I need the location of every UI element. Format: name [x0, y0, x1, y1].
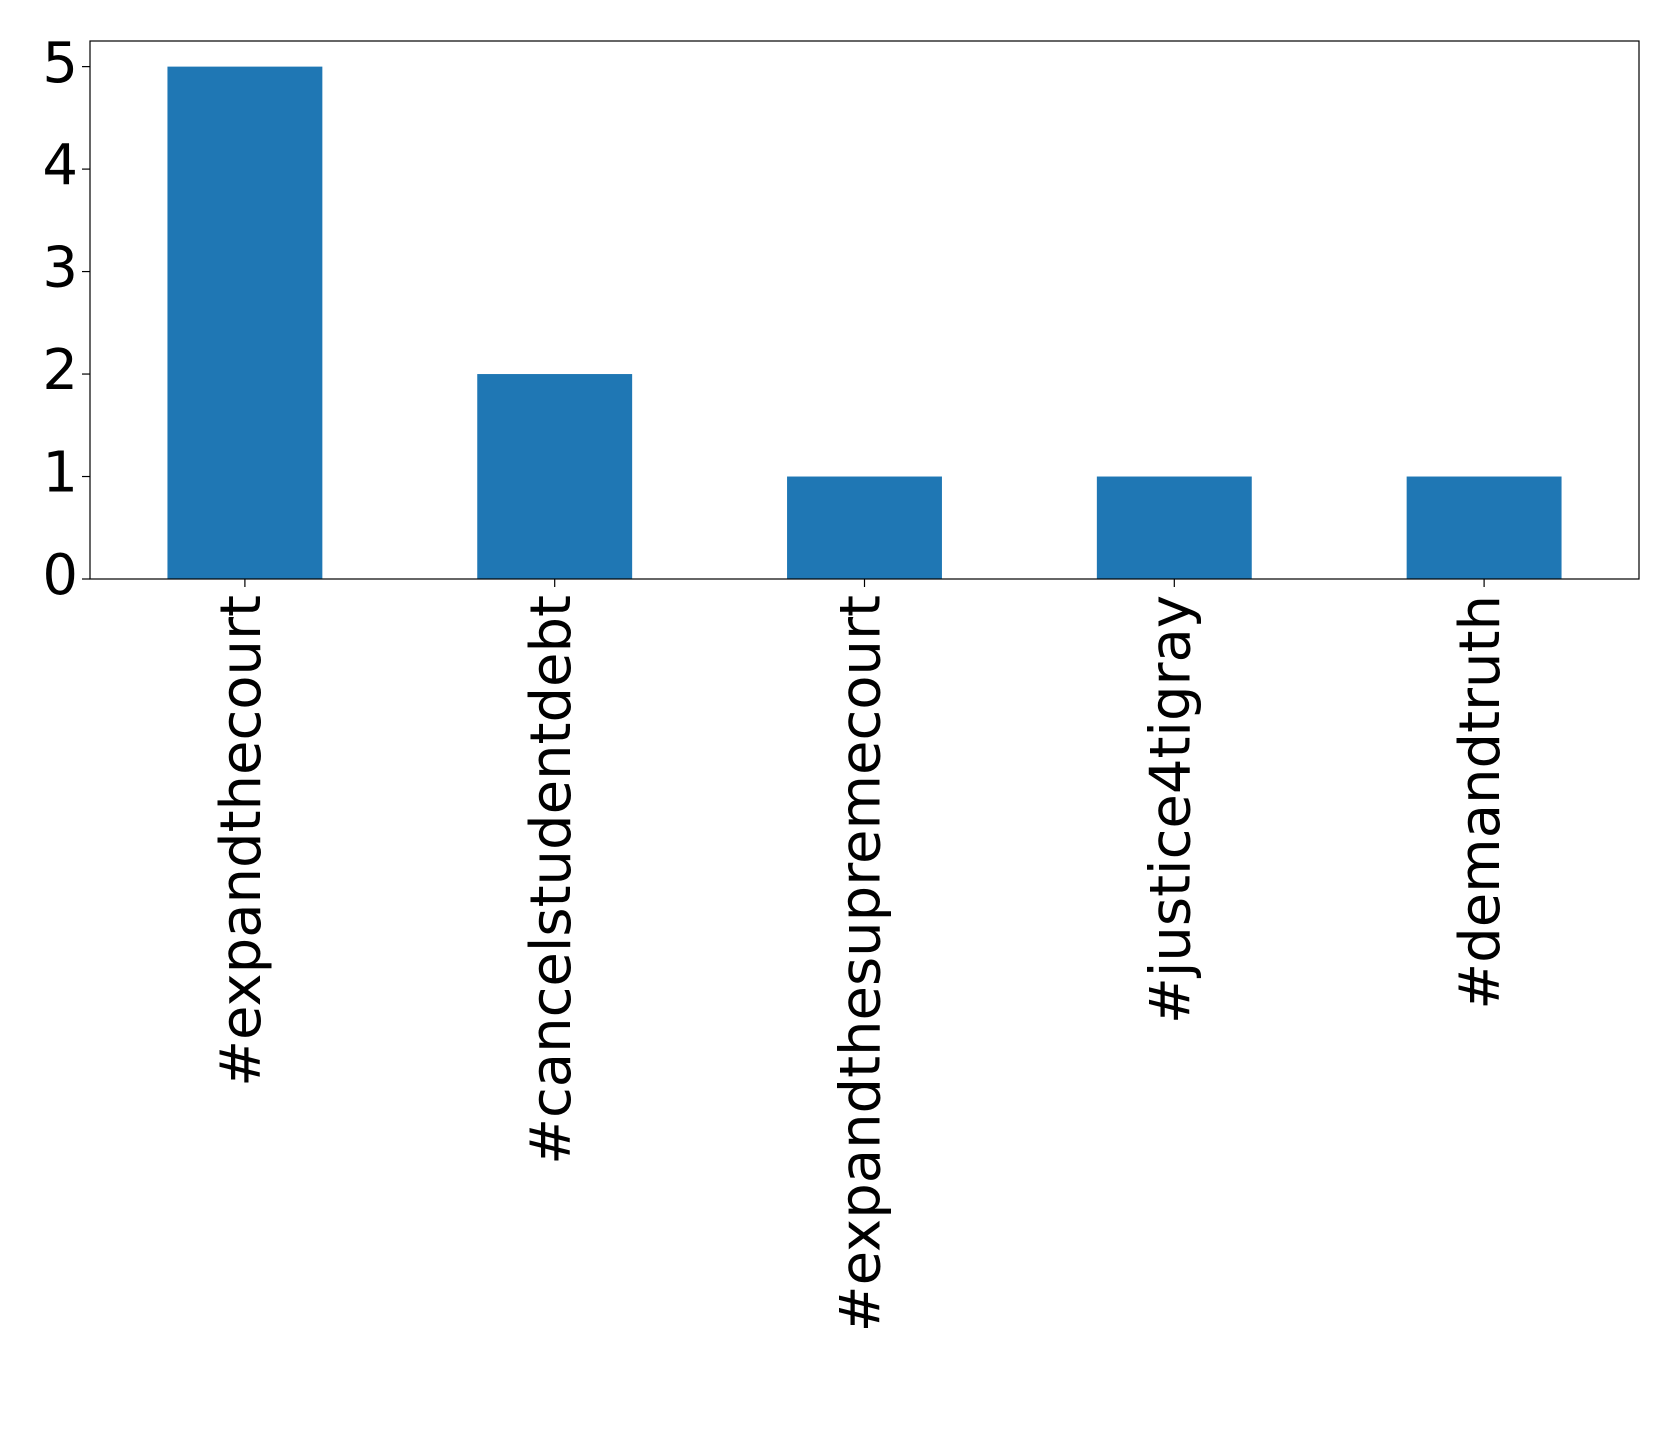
plot-frame: [89, 40, 1640, 580]
x-tick-label: #expandthecourt: [209, 595, 274, 1087]
y-tick-label: 3: [42, 236, 78, 301]
y-tick-label: 4: [42, 133, 78, 198]
y-tick-label: 2: [42, 338, 78, 403]
x-tick-label: #expandthesupremecourt: [829, 595, 894, 1332]
bar: [1096, 476, 1252, 579]
y-tick-label: 0: [42, 543, 78, 608]
x-tick-label: #cancelstudentdebt: [519, 595, 584, 1165]
bar: [1406, 476, 1562, 579]
bar: [477, 374, 633, 579]
x-tick-label: #demandtruth: [1448, 595, 1513, 1010]
y-tick-label: 5: [42, 31, 78, 96]
bar: [167, 66, 323, 580]
x-tick-label: #justice4tigray: [1138, 595, 1203, 1024]
y-tick-label: 1: [42, 441, 78, 506]
bar: [787, 476, 942, 579]
